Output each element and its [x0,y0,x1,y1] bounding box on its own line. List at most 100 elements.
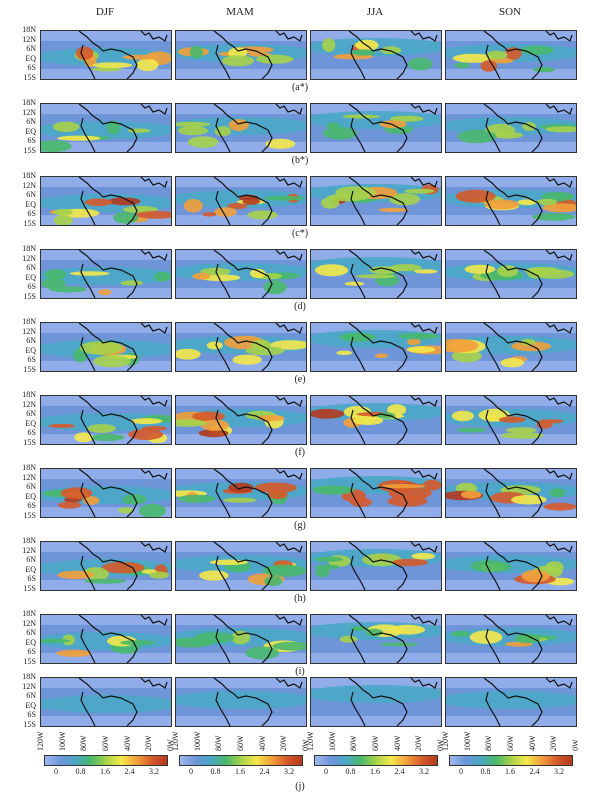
coastline [78,323,168,371]
precip-map-son [445,468,577,518]
lon-label: 20W [549,735,559,751]
lat-label: 18N [22,536,36,545]
coastline [483,396,573,444]
precip-map-jja [310,249,442,299]
precip-map-djf [40,249,172,299]
lat-label: 6S [27,209,36,219]
lat-label: 18N [22,672,36,681]
coastline [78,615,168,663]
panel-label: (d) [294,301,306,312]
precip-map-son [445,249,577,299]
precip-map-djf [40,541,172,591]
precip-map-svg [176,104,306,152]
coastline [483,615,573,663]
lon-label: 120W [171,731,180,751]
precip-map-son [445,103,577,153]
panel-label: (j) [295,781,305,792]
lat-label: 12N [22,681,36,691]
lat-label: 15S [23,584,36,593]
precip-map-svg [176,615,306,663]
precip-map-svg [41,31,171,79]
precip-map-svg [41,615,171,663]
panel-label: (f) [295,447,305,458]
lat-label: 15S [23,657,36,666]
coastline [213,323,303,371]
lon-label: 60W [506,735,515,751]
precip-map-djf [40,395,172,445]
precip-map-mam [175,541,307,591]
lat-label: 15S [23,219,36,228]
precip-map-svg [311,323,441,371]
lat-label: 6S [27,136,36,146]
lon-label: 100W [57,731,67,751]
precip-map-svg [176,396,306,444]
coastline [483,469,573,517]
coastline [78,104,168,152]
precip-map-son [445,322,577,372]
precip-map-svg [446,678,576,726]
lat-label: 15S [23,365,36,374]
lat-label: EQ [25,199,36,209]
lat-label: 18N [22,463,36,472]
coastline [483,323,573,371]
coastline [348,177,438,225]
lon-label: 60W [371,735,380,751]
coastline [483,104,573,152]
lat-label: 6N [26,263,36,273]
coastline [213,678,303,726]
season-header-jja: JJA [366,6,384,18]
precip-map-svg [41,678,171,726]
colorbar-tick-label: 3.2 [419,767,429,776]
lon-label: 100W [192,731,202,751]
colorbar [449,755,573,766]
precip-map-svg [446,104,576,152]
colorbar-tick-label: 0 [324,767,328,776]
precip-map-jja [310,30,442,80]
precip-map-svg [176,250,306,298]
colorbar [314,755,438,766]
precip-map-djf [40,468,172,518]
precip-map-svg [446,469,576,517]
coastline [213,250,303,298]
lon-label: 120W [441,731,450,751]
coastline [348,396,438,444]
lon-label: 40W [527,735,537,751]
coastline [348,615,438,663]
lon-label: 80W [79,735,89,751]
coastline [348,469,438,517]
precip-map-j-mam [175,677,307,727]
lon-label: 40W [122,735,132,751]
lat-label: 6N [26,117,36,127]
lon-label: 20W [414,735,424,751]
precip-map-jja [310,176,442,226]
precip-map-svg [176,177,306,225]
lat-label: 15S [23,438,36,447]
lat-label: 12N [22,618,36,628]
coastline [483,542,573,590]
precip-map-mam [175,176,307,226]
coastline [213,104,303,152]
lon-label: 120W [306,731,315,751]
lat-label: 6N [26,555,36,565]
season-header-son: SON [498,6,521,18]
coastline [483,177,573,225]
lat-label: 12N [22,326,36,336]
colorbar-tick-label: 0.8 [210,767,221,776]
lon-label: 20W [279,735,289,751]
coastline [213,31,303,79]
lon-label: 0W [571,739,580,751]
lon-label: 40W [257,735,267,751]
lat-label: EQ [25,272,36,282]
precip-map-djf [40,614,172,664]
colorbar-tick-label: 0 [189,767,193,776]
panel-label: (h) [294,593,306,604]
season-header-djf: DJF [95,6,115,18]
precip-map-svg [311,31,441,79]
lon-label: 60W [236,735,245,751]
lat-label: 6N [26,409,36,419]
precip-map-svg [311,104,441,152]
precip-map-j-jja [310,677,442,727]
precip-map-mam [175,322,307,372]
lon-label: 60W [101,735,110,751]
precip-map-jja [310,395,442,445]
